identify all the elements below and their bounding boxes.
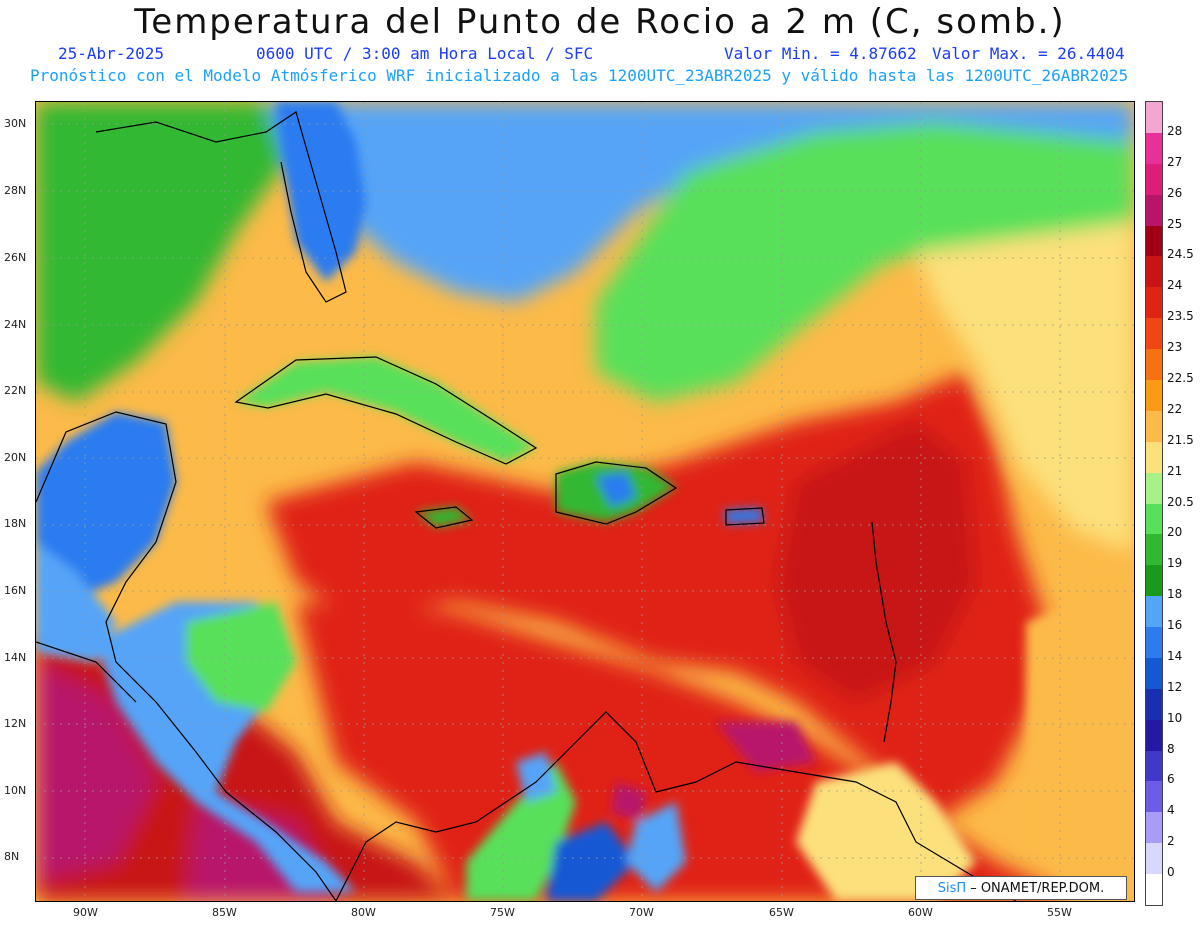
colorbar-segment — [1146, 874, 1162, 906]
colorbar-segment — [1146, 256, 1162, 288]
colorbar-segment — [1146, 719, 1162, 752]
colorbar-label: 21 — [1167, 463, 1183, 478]
colorbar-label: 6 — [1167, 772, 1175, 787]
colorbar-label: 25 — [1167, 216, 1183, 231]
forecast-info: Pronóstico con el Modelo Atmósferico WRF… — [30, 66, 1129, 85]
credit-box: SisΠ – ONAMET/REP.DOM. — [915, 876, 1127, 900]
colorbar-label: 26 — [1167, 185, 1183, 200]
colorbar-segment — [1146, 534, 1162, 566]
colorbar-label: 21.5 — [1167, 432, 1194, 447]
colorbar-segment — [1146, 781, 1162, 813]
lon-label: 90W — [73, 906, 98, 919]
lon-label: 70W — [629, 906, 654, 919]
colorbar-label: 23.5 — [1167, 309, 1194, 324]
colorbar-segment — [1146, 318, 1162, 350]
lat-label: 8N — [4, 850, 20, 863]
lat-label: 22N — [4, 384, 27, 397]
colorbar-segment — [1146, 349, 1162, 381]
colorbar-label: 16 — [1167, 618, 1183, 633]
lat-label: 30N — [4, 117, 27, 130]
colorbar-segment — [1146, 225, 1162, 257]
colorbar-label: 27 — [1167, 154, 1183, 169]
colorbar-label: 4 — [1167, 803, 1175, 818]
lat-label: 14N — [4, 651, 27, 664]
colorbar-segment — [1146, 750, 1162, 782]
colorbar-label: 0 — [1167, 865, 1175, 880]
lat-label: 26N — [4, 251, 27, 264]
lon-label: 85W — [212, 906, 237, 919]
colorbar-label: 28 — [1167, 123, 1183, 138]
lat-label: 20N — [4, 451, 27, 464]
colorbar-segment — [1146, 843, 1162, 875]
colorbar-label: 24.5 — [1167, 247, 1194, 262]
lon-label: 55W — [1047, 906, 1072, 919]
colorbar-label: 14 — [1167, 648, 1183, 663]
colorbar-segment — [1146, 596, 1162, 628]
credit-text: – ONAMET/REP.DOM. — [970, 880, 1105, 896]
colorbar-segment — [1146, 472, 1162, 504]
lon-label: 65W — [769, 906, 794, 919]
lat-label: 24N — [4, 318, 27, 331]
colorbar-segment — [1146, 688, 1162, 721]
colorbar-segment — [1146, 441, 1162, 474]
forecast-time: 0600 UTC / 3:00 am Hora Local / SFC — [256, 44, 594, 63]
colorbar-label: 20.5 — [1167, 494, 1194, 509]
colorbar-label: 24 — [1167, 278, 1183, 293]
lat-label: 18N — [4, 517, 27, 530]
colorbar-label: 20 — [1167, 525, 1183, 540]
colorbar-label: 19 — [1167, 556, 1183, 571]
colorbar-segment — [1146, 132, 1162, 165]
lat-label: 10N — [4, 784, 27, 797]
min-value: Valor Min. = 4.87662 — [724, 44, 917, 63]
lon-label: 75W — [490, 906, 515, 919]
colorbar-segment — [1146, 657, 1162, 690]
colorbar-label: 12 — [1167, 679, 1183, 694]
colorbar-segment — [1146, 627, 1162, 659]
colorbar-segment — [1146, 287, 1162, 319]
map-title: Temperatura del Punto de Rocio a 2 m (C,… — [134, 2, 1066, 42]
colorbar-label: 8 — [1167, 741, 1175, 756]
colorbar-label: 22.5 — [1167, 370, 1194, 385]
lon-label: 80W — [351, 906, 376, 919]
colorbar-label: 22 — [1167, 401, 1183, 416]
colorbar-segment — [1146, 379, 1162, 412]
colorbar-segment — [1146, 565, 1162, 597]
colorbar-segment — [1146, 102, 1162, 134]
colorbar-label: 2 — [1167, 834, 1175, 849]
colorbar-label: 10 — [1167, 710, 1183, 725]
lon-label: 60W — [908, 906, 933, 919]
colorbar — [1145, 101, 1163, 906]
colorbar-segment — [1146, 410, 1162, 443]
sispi-logo: SisΠ — [937, 880, 967, 896]
lat-label: 12N — [4, 717, 27, 730]
dewpoint-map — [35, 101, 1135, 902]
max-value: Valor Max. = 26.4404 — [932, 44, 1125, 63]
map-field — [36, 102, 1134, 901]
colorbar-label: 23 — [1167, 340, 1183, 355]
colorbar-label: 18 — [1167, 587, 1183, 602]
colorbar-segment — [1146, 503, 1162, 535]
lat-label: 28N — [4, 184, 27, 197]
colorbar-segment — [1146, 812, 1162, 844]
forecast-date: 25-Abr-2025 — [58, 44, 164, 63]
colorbar-segment — [1146, 194, 1162, 227]
lat-label: 16N — [4, 584, 27, 597]
colorbar-segment — [1146, 163, 1162, 196]
